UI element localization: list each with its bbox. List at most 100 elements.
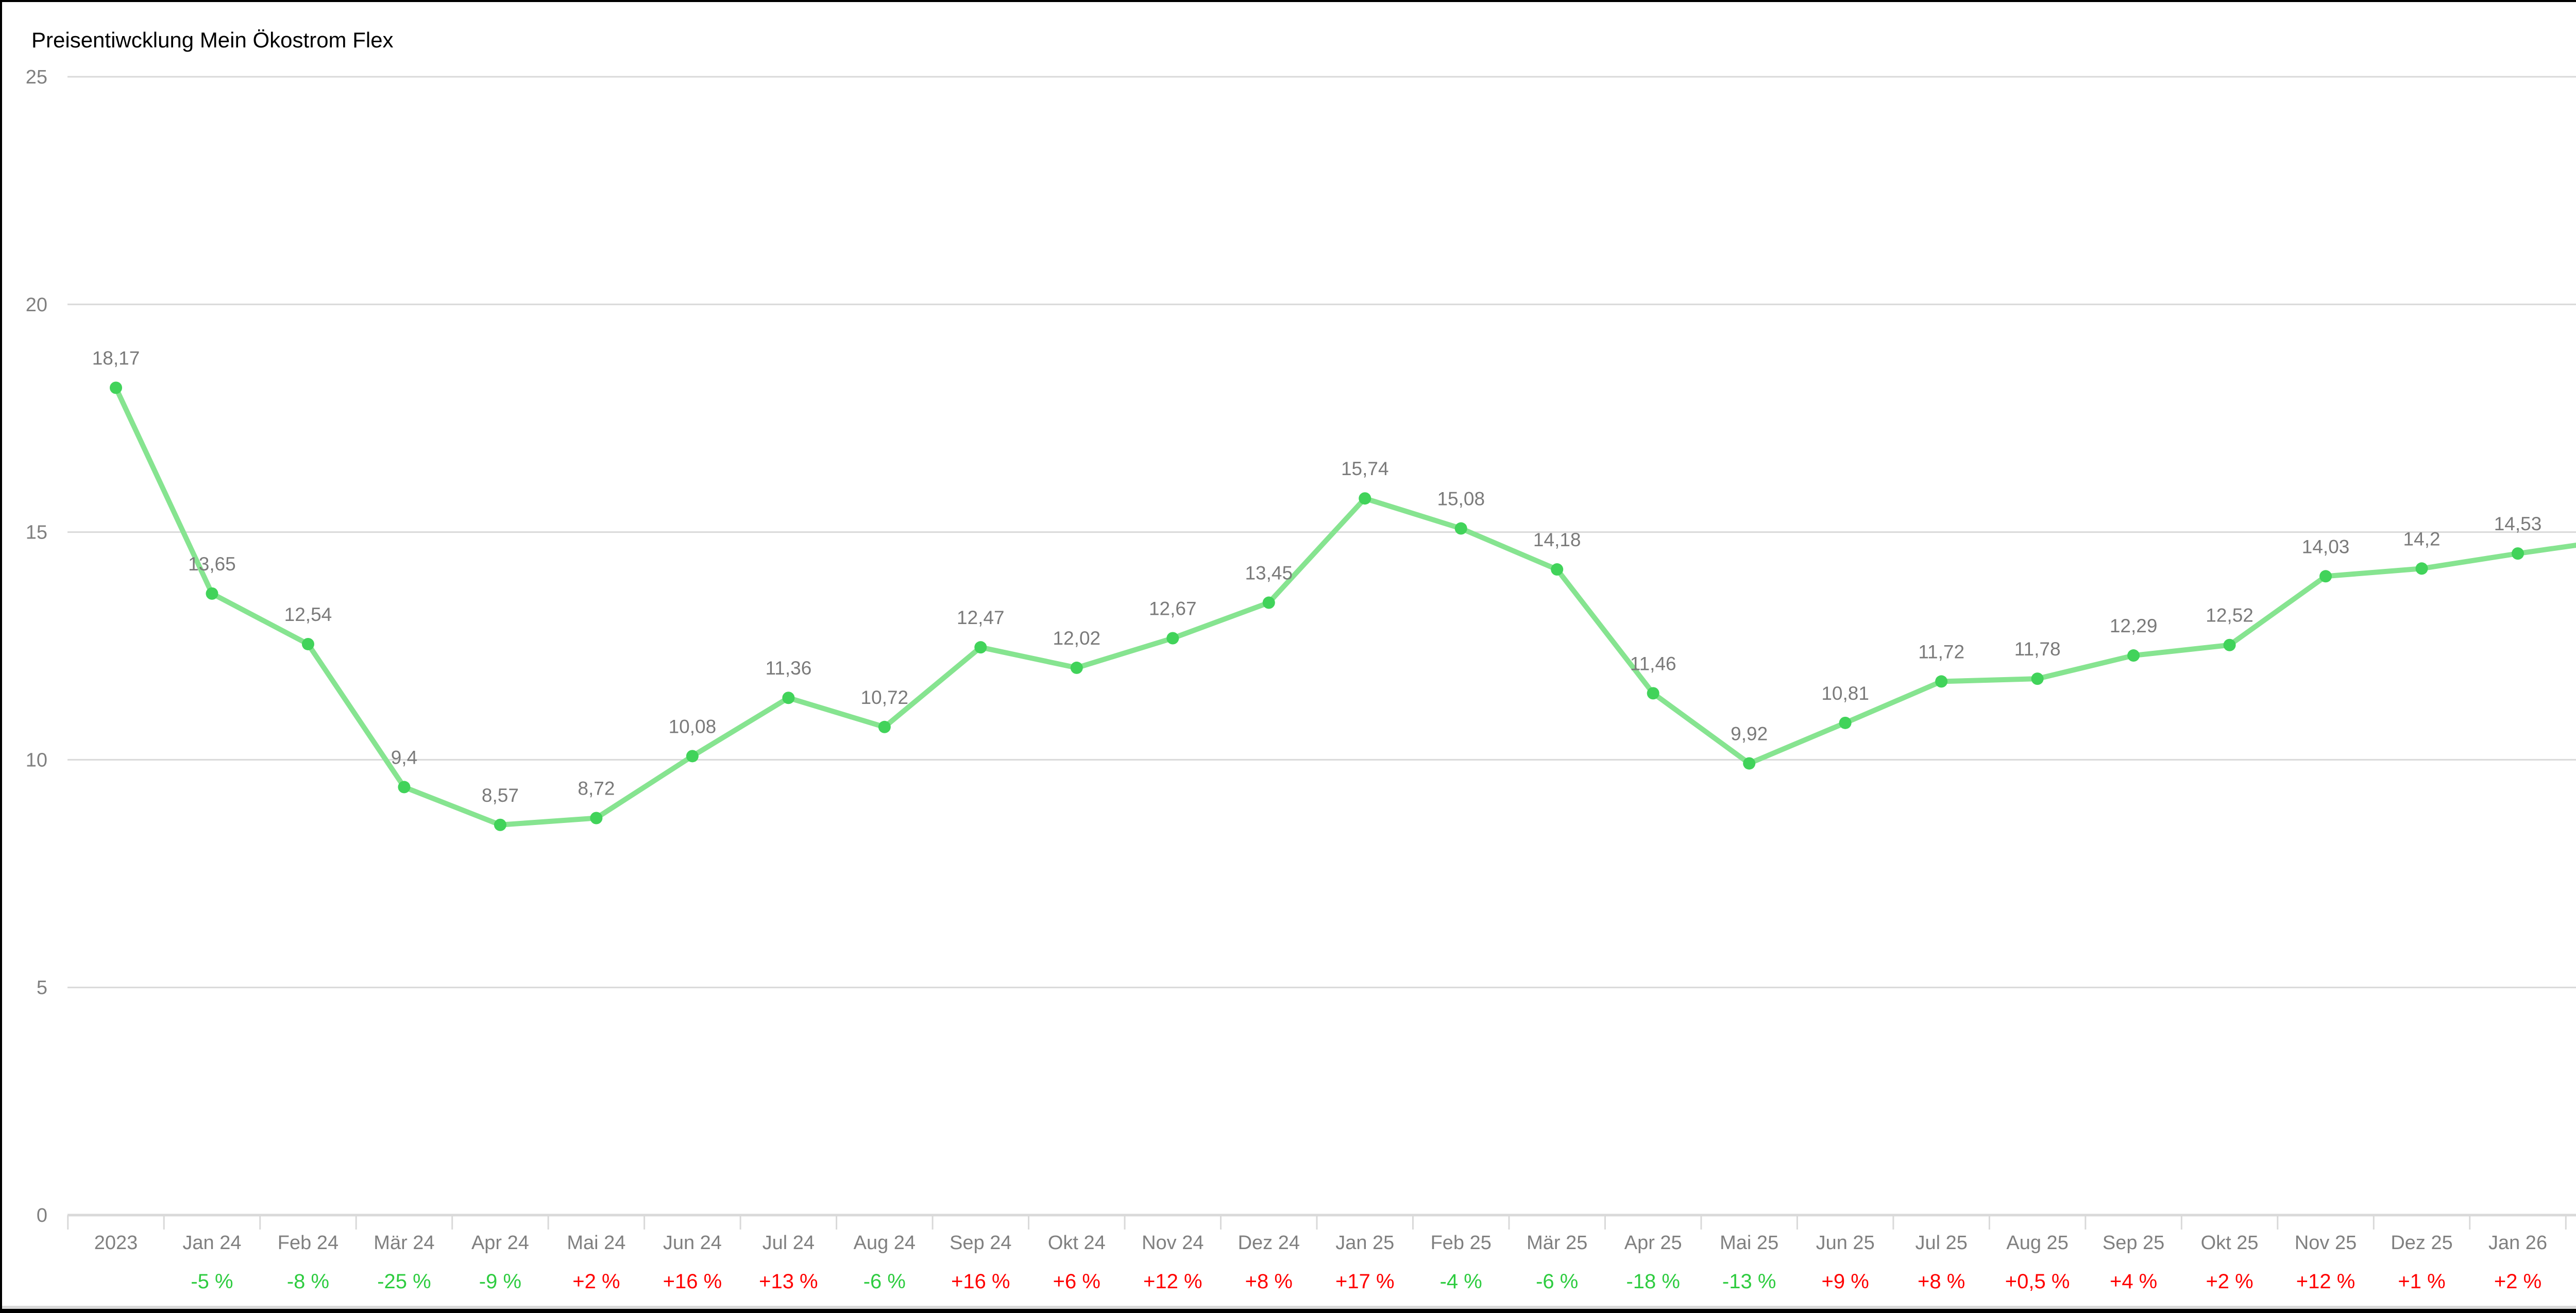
x-tick-label: Mär 25: [1527, 1232, 1587, 1254]
x-tick-label: Okt 24: [1048, 1232, 1106, 1254]
data-label: 11,72: [1918, 641, 1964, 662]
data-label: 12,67: [1149, 598, 1197, 619]
data-point-marker: [1166, 632, 1179, 645]
data-label: 9,4: [391, 747, 417, 768]
data-label: 12,54: [284, 604, 332, 625]
percent-change-label: -6 %: [863, 1270, 906, 1293]
data-point-marker: [1743, 757, 1756, 770]
data-point-marker: [1262, 596, 1275, 609]
data-point-marker: [1839, 716, 1852, 729]
percent-change-label: -25 %: [377, 1270, 431, 1293]
data-label: 15,74: [1341, 458, 1389, 479]
percent-change-label: -18 %: [1626, 1270, 1680, 1293]
data-label: 18,17: [92, 347, 140, 368]
y-tick-label: 5: [37, 977, 47, 999]
x-tick-label: Feb 24: [278, 1232, 338, 1254]
data-label: 14,18: [1533, 529, 1581, 550]
x-axis: 2023 Jan 24 Feb 24 Mär 24 Apr 24 Mai 24 Jun 24…: [67, 1215, 2567, 1254]
data-point-marker: [782, 692, 795, 704]
x-tick-label: Sep 24: [950, 1232, 1011, 1254]
x-tick-label: Dez 24: [1238, 1232, 1300, 1254]
percent-change-label: +8 %: [1245, 1270, 1293, 1293]
data-label: 8,72: [578, 778, 615, 799]
percent-change-label: +2 %: [572, 1270, 620, 1293]
data-label: 15,08: [1437, 489, 1485, 510]
x-tick-label: Jul 25: [1915, 1232, 1967, 1254]
series-price: [110, 381, 2576, 831]
percent-change-label: +9 %: [1822, 1270, 1869, 1293]
percent-change-label: +6 %: [1053, 1270, 1100, 1293]
data-point-marker: [1551, 563, 1564, 576]
data-label: 13,45: [1245, 563, 1293, 584]
percent-change-label: +2 %: [2494, 1270, 2541, 1293]
data-point-marker: [2031, 672, 2044, 685]
x-tick-label: Feb 25: [1431, 1232, 1492, 1254]
data-point-marker: [2415, 562, 2428, 575]
data-point-marker: [1647, 687, 1659, 700]
data-label: 14,53: [2494, 513, 2542, 534]
percent-change-label: +12 %: [2296, 1270, 2355, 1293]
percent-change-label: +0,5 %: [2005, 1270, 2070, 1293]
y-tick-label: 10: [26, 749, 47, 771]
data-label: 12,29: [2110, 615, 2158, 636]
y-axis: 0 5 10 15 20 25: [26, 66, 47, 1226]
x-tick-label: Apr 25: [1624, 1232, 1682, 1254]
percent-change-label: +2 %: [2206, 1270, 2253, 1293]
data-label: 13,65: [188, 553, 236, 575]
percent-change-label: -5 %: [191, 1270, 233, 1293]
percent-change-label: -8 %: [287, 1270, 329, 1293]
data-label: 10,72: [861, 687, 909, 708]
data-point-marker: [398, 781, 411, 794]
x-tick-label: Jun 25: [1816, 1232, 1875, 1254]
percent-change-label: -13 %: [1722, 1270, 1776, 1293]
x-tick-label: 2023: [94, 1232, 138, 1254]
data-point-marker: [110, 381, 122, 394]
percent-change-label: +4 %: [2110, 1270, 2157, 1293]
percent-change-label: +12 %: [1143, 1270, 1202, 1293]
data-label: 14,2: [2403, 528, 2441, 549]
x-tick-label: Jan 26: [2488, 1232, 2547, 1254]
data-point-marker: [686, 750, 699, 763]
data-label: 11,46: [1630, 653, 1676, 674]
data-point-marker: [2127, 649, 2140, 662]
data-point-marker: [2223, 638, 2236, 651]
data-point-marker: [590, 812, 603, 824]
x-tick-label: Aug 24: [854, 1232, 916, 1254]
x-tick-label: Mai 24: [567, 1232, 625, 1254]
percent-change-label: -4 %: [1440, 1270, 1482, 1293]
data-point-marker: [974, 641, 987, 654]
data-label: 10,08: [669, 716, 717, 737]
percent-change-label: +16 %: [663, 1270, 722, 1293]
data-label: 12,47: [957, 607, 1005, 628]
percent-change-row: -5 % -8 % -25 % -9 % +2 % +16 % +13 % -6 % +16 %…: [191, 1270, 2541, 1293]
data-label: 14,03: [2302, 536, 2350, 557]
x-tick-label: Mai 25: [1720, 1232, 1778, 1254]
data-label: 8,57: [482, 785, 519, 806]
percent-change-label: +13 %: [759, 1270, 818, 1293]
x-tick-label: Okt 25: [2201, 1232, 2259, 1254]
percent-change-label: +8 %: [1918, 1270, 1965, 1293]
chart-title: Preisentiwcklung Mein Ökostrom Flex: [31, 28, 394, 52]
data-point-marker: [2512, 547, 2524, 560]
x-tick-label: Mär 24: [374, 1232, 434, 1254]
data-point-marker: [2319, 570, 2332, 583]
data-point-marker: [206, 587, 218, 600]
x-tick-label: Nov 25: [2295, 1232, 2357, 1254]
data-label: 9,92: [1731, 723, 1768, 744]
data-labels: 18,17 13,65 12,54 9,4 8,57 8,72 10,08 11,36 10,7…: [92, 347, 2542, 806]
y-tick-label: 25: [26, 66, 47, 88]
y-tick-label: 0: [37, 1205, 47, 1226]
data-label: 11,36: [765, 658, 811, 679]
percent-change-label: +17 %: [1335, 1270, 1395, 1293]
percent-change-label: -6 %: [1536, 1270, 1578, 1293]
y-tick-label: 15: [26, 522, 47, 544]
data-point-marker: [878, 720, 891, 733]
data-point-marker: [1359, 492, 1371, 505]
x-tick-label: Jun 24: [663, 1232, 722, 1254]
data-point-marker: [1454, 522, 1467, 535]
percent-change-label: -9 %: [479, 1270, 521, 1293]
data-label: 11,78: [2014, 638, 2061, 660]
x-tick-label: Jan 25: [1335, 1232, 1394, 1254]
data-point-marker: [1070, 661, 1083, 674]
